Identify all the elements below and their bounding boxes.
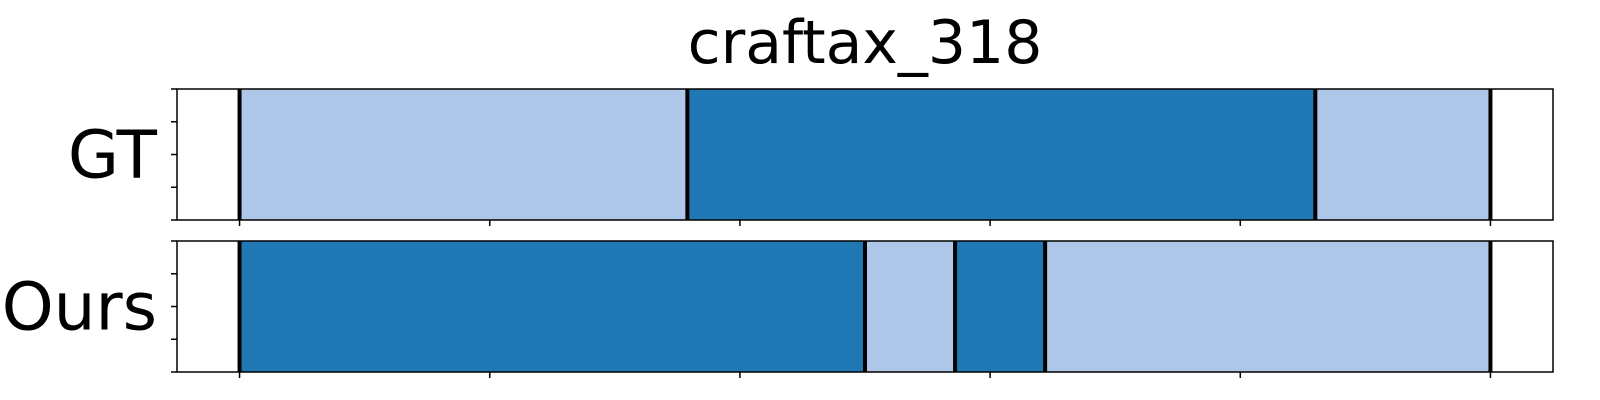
segment-gt-2 — [687, 89, 1316, 220]
segment-ours-4 — [1045, 241, 1491, 372]
row-label-gt: GT — [68, 117, 158, 194]
segment-ours-2 — [865, 241, 956, 372]
chart-rows: GT Ours — [2, 88, 1554, 378]
segment-ours-1 — [239, 241, 865, 372]
row-gt: GT — [68, 88, 1554, 226]
segment-ours-3 — [955, 241, 1046, 372]
segment-gt-1 — [239, 89, 688, 220]
row-ours: Ours — [2, 240, 1554, 378]
segment-gt-3 — [1315, 89, 1491, 220]
row-label-ours: Ours — [2, 269, 157, 346]
chart-title: craftax_318 — [688, 8, 1043, 78]
